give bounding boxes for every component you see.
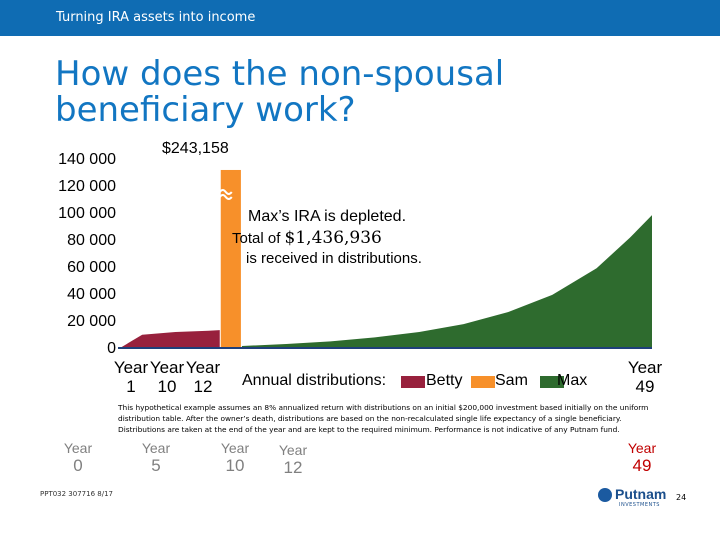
series-area-betty [120, 330, 220, 348]
disclaimer: This hypothetical example assumes an 8% … [118, 403, 649, 434]
series-bar-sam [220, 169, 241, 348]
legend-label-betty: Betty [426, 372, 463, 389]
y-tick-label: 20 000 [67, 313, 116, 330]
year-tab-5: Year 5 [126, 440, 186, 475]
legend-swatch-betty [401, 376, 425, 388]
x-label-word: Year [185, 358, 221, 377]
total-note: Total of $1,436,936 [232, 228, 382, 248]
legend-swatch-max [540, 376, 564, 388]
series-area-max [241, 215, 652, 348]
x-label-word: Year [627, 358, 663, 377]
x-label-number: 10 [157, 377, 177, 396]
x-label-year-12: Year 12 [183, 358, 223, 396]
x-label-number: 12 [193, 377, 213, 396]
received-note: is received in distributions. [246, 250, 422, 267]
logo-brand: Putnam [615, 486, 667, 502]
year-tab-49: Year 49 [612, 440, 672, 475]
x-label-year-1: Year 1 [111, 358, 151, 396]
y-tick-label: 80 000 [67, 232, 116, 249]
x-label-number: 1 [126, 377, 136, 396]
year-tab-word: Year [220, 440, 250, 456]
axis-break-mark [218, 193, 233, 200]
year-tab-number: 10 [225, 456, 245, 475]
axis-break-value: $243,158 [162, 140, 229, 157]
year-tab-word: Year [627, 440, 657, 456]
year-tab-12: Year 12 [263, 442, 323, 477]
year-tab-number: 0 [73, 456, 83, 475]
legend-title: Annual distributions: [242, 372, 387, 389]
x-label-year-49: Year 49 [620, 358, 670, 396]
year-tab-word: Year [63, 440, 93, 456]
total-amount: $1,436,936 [284, 228, 382, 248]
y-tick-label: 60 000 [67, 259, 116, 276]
year-tab-10: Year 10 [205, 440, 265, 475]
y-tick-label: 140 000 [58, 151, 116, 168]
x-label-year-10: Year 10 [147, 358, 187, 396]
y-tick-label: 0 [107, 340, 116, 357]
x-label-number: 49 [635, 377, 655, 396]
header-bar: Turning IRA assets into income [0, 0, 720, 36]
year-tab-0: Year 0 [48, 440, 108, 475]
legend-swatch-sam [471, 376, 495, 388]
x-label-word: Year [113, 358, 149, 377]
putnam-mark-icon [598, 488, 612, 502]
section-label: Turning IRA assets into income [56, 10, 256, 25]
year-tab-word: Year [141, 440, 171, 456]
axis-break-mark [218, 188, 233, 195]
depleted-note: Max’s IRA is depleted. [248, 208, 407, 225]
y-tick-label: 40 000 [67, 286, 116, 303]
year-tab-number: 12 [283, 458, 303, 477]
year-tab-number: 5 [151, 456, 161, 475]
logo-sub: INVESTMENTS [619, 502, 660, 508]
putnam-logo: Putnam INVESTMENTS [598, 486, 666, 508]
page-number: 24 [676, 493, 687, 502]
legend-label-max: Max [557, 372, 588, 389]
x-label-word: Year [149, 358, 185, 377]
total-prefix: Total of [232, 230, 285, 247]
legend-label-sam: Sam [495, 372, 528, 389]
year-tab-number: 49 [632, 456, 652, 475]
footer-code: PPT032 307716 8/17 [40, 490, 113, 498]
y-tick-label: 100 000 [58, 205, 116, 222]
year-tab-word: Year [278, 442, 308, 458]
slide-title: How does the non-spousal beneficiary wor… [55, 54, 505, 130]
y-tick-label: 120 000 [58, 178, 116, 195]
